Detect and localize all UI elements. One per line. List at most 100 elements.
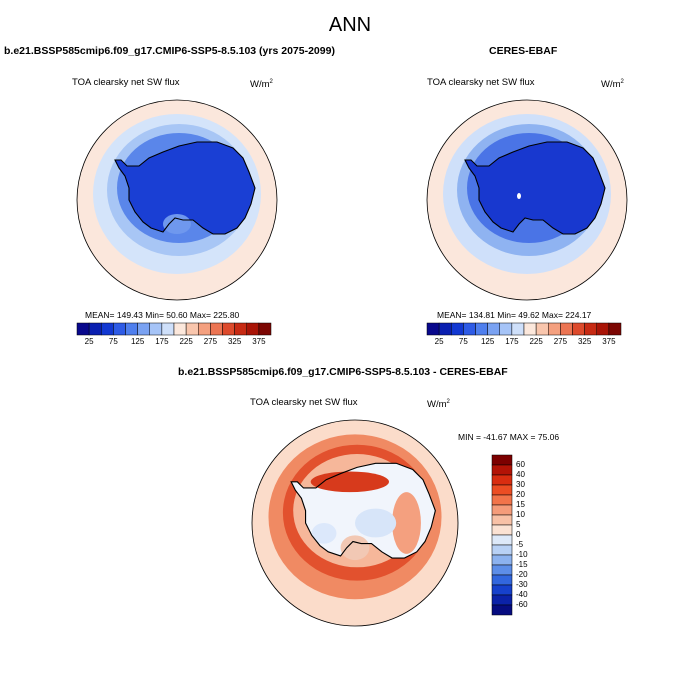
map-boundary	[251, 419, 459, 627]
colorbar-segment	[185, 322, 199, 336]
colorbar-ticks-obs: 25 75 125 175 225 275 325 375	[427, 337, 621, 349]
colorbar-tick-label: -5	[516, 540, 524, 549]
colorbar-diff	[491, 454, 513, 616]
colorbar-segment	[210, 322, 223, 336]
field-patch	[355, 508, 397, 538]
colorbar-segment	[491, 574, 513, 586]
colorbar-tick-label: 40	[516, 470, 525, 479]
field-patch	[311, 523, 337, 544]
colorbar-segment	[523, 322, 537, 336]
colorbar-segment	[491, 474, 513, 486]
colorbar-segment	[491, 464, 513, 476]
coastline	[114, 141, 256, 235]
colorbar-segment	[491, 454, 513, 466]
field-patch	[310, 471, 389, 493]
colorbar-obs	[426, 322, 622, 336]
colorbar-segment	[161, 322, 175, 336]
units-label-model: W/m2	[250, 79, 273, 91]
colorbar-tick-label: 10	[516, 510, 525, 519]
colorbar-segment	[491, 594, 513, 606]
map-boundary	[76, 99, 278, 301]
colorbar-tick-label: 0	[516, 530, 521, 539]
colorbar-tick-label: 375	[602, 337, 616, 346]
colorbar-tick-label: -10	[516, 550, 528, 559]
colorbar-tick-label: 15	[516, 500, 525, 509]
colorbar-segment	[149, 322, 163, 336]
coastline	[464, 141, 606, 235]
colorbar-segment	[511, 322, 525, 336]
colorbar-tick-label: -20	[516, 570, 528, 579]
colorbar-segment	[198, 322, 211, 336]
colorbar-segment	[137, 322, 150, 336]
colorbar-tick-label: -30	[516, 580, 528, 589]
antarctica-field	[115, 142, 255, 234]
stats-diff: MIN = -41.67 MAX = 75.06	[458, 432, 560, 442]
colorbar-segment	[88, 322, 102, 336]
colorbar-tick-label: 375	[252, 337, 266, 346]
colorbar-segment	[113, 322, 126, 336]
figure-title: ANN	[328, 14, 372, 36]
colorbar-segment	[608, 322, 622, 336]
colorbar-segment	[438, 322, 452, 336]
colorbar-ticks-diff: 60 40 30 20 15 10 5 0 -5 -10 -15 -20 -30 -40 -60	[516, 455, 546, 615]
colorbar-segment	[491, 554, 513, 566]
colorbar-tick-label: 25	[84, 337, 94, 346]
colorbar-tick-label: 325	[577, 337, 592, 346]
stats-obs: MEAN= 134.81 Min= 49.62 Max= 224.17	[437, 310, 592, 320]
colorbar-segment	[258, 322, 272, 336]
colorbar-tick-label: -40	[516, 590, 528, 599]
colorbar-segment	[475, 322, 488, 336]
colorbar-tick-label: 175	[505, 337, 519, 346]
colorbar-tick-label: 20	[516, 490, 525, 499]
colorbar-tick-label: 275	[553, 337, 568, 346]
units-label-obs: W/m2	[601, 79, 624, 91]
colorbar-segment	[491, 604, 513, 616]
colorbar-segment	[491, 504, 513, 516]
colorbar-segment	[499, 322, 513, 336]
colorbar-segment	[491, 514, 513, 526]
colorbar-segment	[491, 524, 513, 536]
colorbar-segment	[491, 484, 513, 496]
stats-model: MEAN= 149.43 Min= 50.60 Max= 225.80	[85, 310, 240, 320]
field-patch	[163, 214, 191, 234]
polar-map-model	[76, 99, 278, 301]
colorbar-segment	[463, 322, 476, 336]
variable-label-diff: TOA clearsky net SW flux	[250, 397, 358, 408]
colorbar-tick-label: 60	[516, 460, 525, 469]
colorbar-tick-label: 125	[130, 337, 145, 346]
colorbar-segment	[487, 322, 500, 336]
colorbar-tick-label: 30	[516, 480, 525, 489]
colorbar-segment	[560, 322, 573, 336]
panel-title-diff: b.e21.BSSP585cmip6.f09_g17.CMIP6-SSP5-8.…	[178, 366, 508, 378]
colorbar-tick-label: -60	[516, 600, 528, 609]
polar-map-diff	[251, 419, 459, 627]
panel-title-model: b.e21.BSSP585cmip6.f09_g17.CMIP6-SSP5-8.…	[4, 45, 335, 57]
colorbar-segment	[125, 322, 138, 336]
variable-label-obs: TOA clearsky net SW flux	[427, 77, 535, 88]
colorbar-tick-label: 5	[516, 520, 521, 529]
colorbar-segment	[491, 544, 513, 556]
colorbar-tick-label: 75	[458, 337, 468, 346]
colorbar-segment	[246, 322, 260, 336]
colorbar-tick-label: 75	[108, 337, 118, 346]
colorbar-segment	[584, 322, 597, 336]
colorbar-tick-label: 225	[529, 337, 543, 346]
colorbar-segment	[234, 322, 247, 336]
colorbar-tick-label: -15	[516, 560, 528, 569]
field-patch	[340, 535, 370, 561]
coastline	[290, 462, 436, 559]
field-patch	[392, 492, 421, 554]
colorbar-segment	[491, 584, 513, 596]
colorbar-segment	[535, 322, 549, 336]
colorbar-model	[76, 322, 272, 336]
colorbar-tick-label: 275	[203, 337, 218, 346]
colorbar-tick-label: 125	[480, 337, 495, 346]
colorbar-segment	[173, 322, 187, 336]
colorbar-segment	[572, 322, 585, 336]
colorbar-tick-label: 325	[227, 337, 242, 346]
field-patch	[517, 193, 521, 199]
colorbar-ticks-model: 25 75 125 175 225 275 325 375	[77, 337, 271, 349]
colorbar-tick-label: 175	[155, 337, 169, 346]
units-label-diff: W/m2	[427, 399, 450, 411]
colorbar-tick-label: 225	[179, 337, 193, 346]
